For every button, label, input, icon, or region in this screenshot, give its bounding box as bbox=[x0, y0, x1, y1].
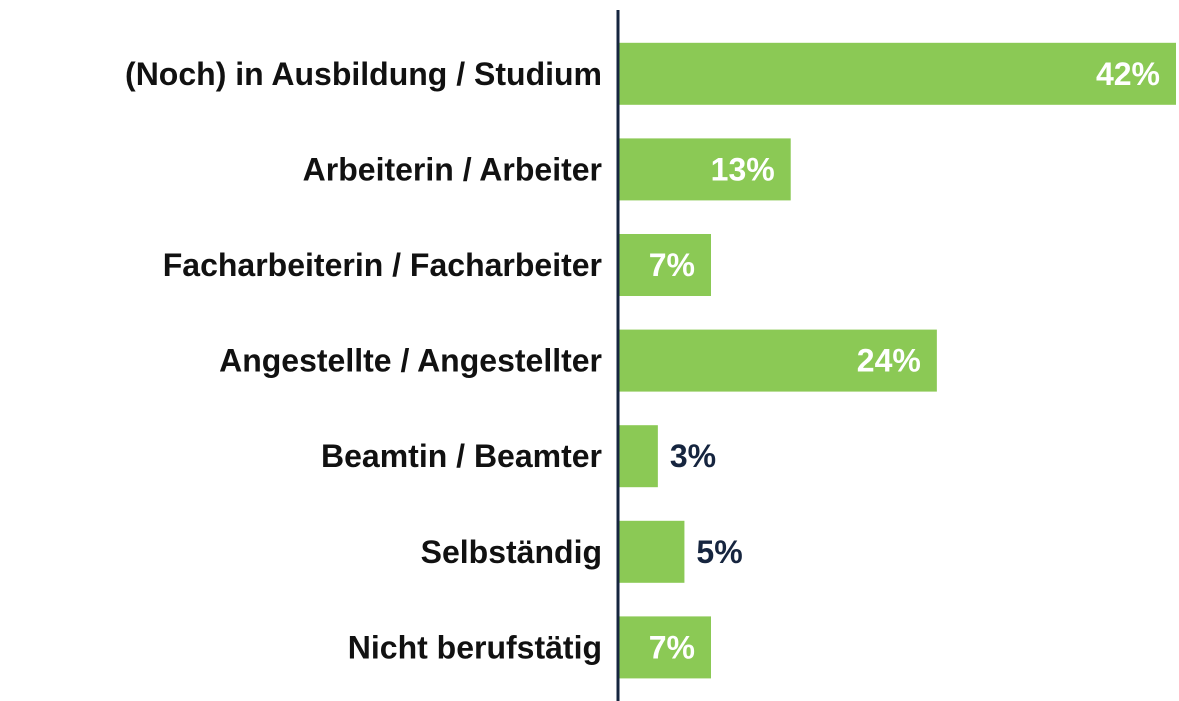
bar bbox=[618, 520, 685, 583]
bar bbox=[618, 234, 711, 296]
category-label: Angestellte / Angestellter bbox=[219, 343, 602, 379]
value-label: 5% bbox=[696, 534, 742, 570]
value-label: 7% bbox=[649, 247, 695, 283]
bar bbox=[618, 329, 937, 392]
bar bbox=[618, 138, 791, 201]
category-label: Arbeiterin / Arbeiter bbox=[303, 151, 602, 187]
category-label: Selbständig bbox=[421, 534, 602, 570]
category-label: Facharbeiterin / Facharbeiter bbox=[163, 247, 602, 283]
category-label: (Noch) in Ausbildung / Studium bbox=[125, 56, 602, 92]
bar bbox=[618, 425, 658, 488]
bar bbox=[618, 42, 1176, 105]
value-label: 13% bbox=[711, 151, 775, 187]
category-label: Nicht berufstätig bbox=[348, 629, 602, 665]
value-label: 24% bbox=[857, 343, 921, 379]
category-label: Beamtin / Beamter bbox=[321, 438, 602, 474]
value-label: 7% bbox=[649, 629, 695, 665]
bar bbox=[618, 616, 711, 679]
value-label: 3% bbox=[670, 438, 716, 474]
value-label: 42% bbox=[1096, 56, 1160, 92]
